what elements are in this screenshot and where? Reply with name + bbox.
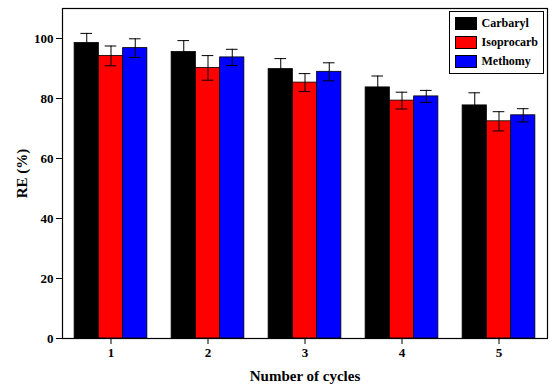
svg-text:20: 20	[41, 271, 54, 286]
svg-text:RE (%): RE (%)	[14, 149, 31, 199]
svg-text:5: 5	[496, 345, 503, 360]
html-text:Carbaryl: Carbaryl	[481, 16, 529, 30]
svg-text:100: 100	[34, 31, 54, 46]
svg-text:60: 60	[41, 151, 54, 166]
svg-text:0: 0	[47, 331, 54, 346]
svg-text:2: 2	[205, 345, 212, 360]
html-text:Isoprocarb: Isoprocarb	[481, 35, 538, 49]
html-text:Methomy: Methomy	[481, 54, 531, 68]
svg-text:3: 3	[302, 345, 309, 360]
svg-text:Number of cycles: Number of cycles	[250, 368, 361, 384]
svg-text:1: 1	[108, 345, 115, 360]
svg-text:4: 4	[399, 345, 406, 360]
svg-text:40: 40	[41, 211, 54, 226]
svg-text:80: 80	[41, 91, 54, 106]
